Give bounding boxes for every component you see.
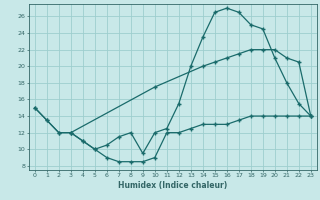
X-axis label: Humidex (Indice chaleur): Humidex (Indice chaleur)	[118, 181, 228, 190]
